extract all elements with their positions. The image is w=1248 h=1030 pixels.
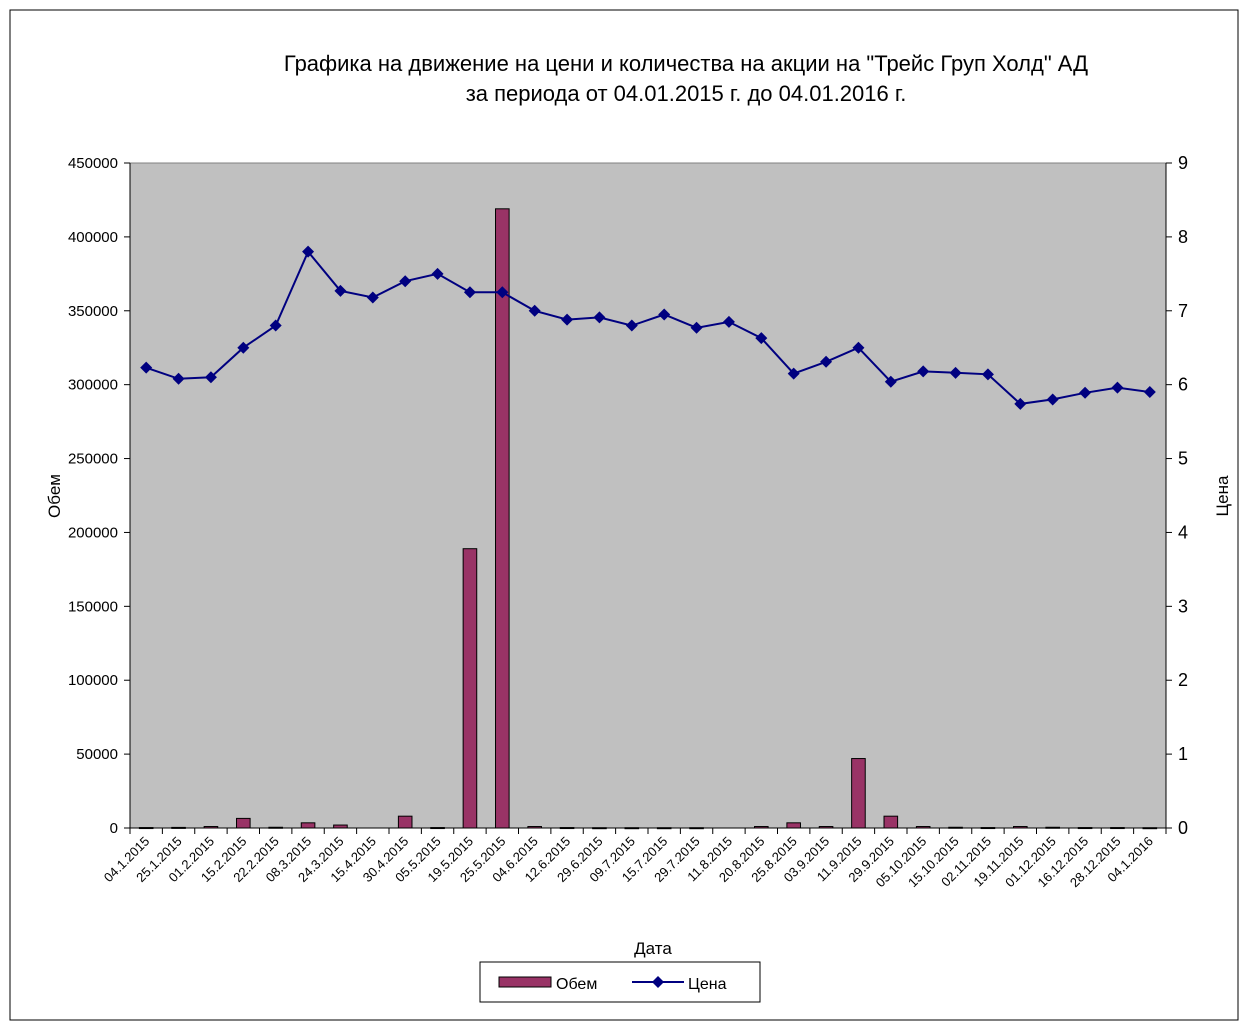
y-tick-label-right: 1: [1178, 744, 1188, 764]
price-point: [949, 366, 962, 379]
volume-bar: [300, 822, 316, 829]
y-tick-label-right: 4: [1178, 522, 1188, 542]
volume-bar: [851, 758, 866, 829]
y-tick-label-right: 5: [1178, 449, 1188, 469]
price-point: [1079, 386, 1092, 399]
price-point: [755, 332, 768, 345]
price-point: [884, 375, 897, 388]
legend-label-volume: Обем: [556, 976, 597, 993]
price-point: [561, 313, 574, 326]
price-point: [852, 341, 865, 354]
right-axis: 0 1 2 3 4 5 6 7 8 9: [1165, 153, 1188, 838]
y-tick-label-left: 450000: [68, 155, 118, 172]
y-tick-label-left: 100000: [68, 672, 118, 689]
y-tick-label-left: 150000: [68, 598, 118, 615]
price-point: [1143, 386, 1156, 399]
price-point: [204, 371, 217, 384]
price-point: [1046, 393, 1059, 406]
plot-area: [129, 162, 1167, 829]
volume-bar: [397, 815, 413, 829]
price-point: [690, 321, 703, 334]
x-axis-title: Дата: [634, 939, 672, 958]
y-axis-left-title: Обем: [45, 474, 64, 518]
legend-label-price: Цена: [688, 976, 727, 993]
price-point: [140, 361, 153, 374]
price-point: [820, 355, 833, 368]
y-axis-right-title: Цена: [1213, 475, 1232, 516]
y-tick-label-left: 400000: [68, 229, 118, 246]
volume-bar: [236, 817, 251, 829]
price-point: [399, 275, 412, 288]
y-tick-label-right: 9: [1178, 153, 1188, 173]
volume-bar: [495, 208, 510, 829]
y-tick-label-left: 350000: [68, 303, 118, 320]
chart-title-line2: за периода от 04.01.2015 г. до 04.01.201…: [466, 81, 907, 106]
price-point: [366, 291, 379, 304]
price-point: [593, 311, 606, 324]
y-tick-label-left: 200000: [68, 524, 118, 541]
price-point: [269, 319, 282, 332]
left-axis: 0 50000 100000 150000 200000 250000 300000 3500…: [68, 155, 131, 837]
volume-bar: [786, 822, 801, 829]
y-tick-label-right: 8: [1178, 227, 1188, 247]
y-tick-label-left: 0: [110, 820, 118, 837]
price-line: [140, 245, 1156, 410]
legend: Обем Цена: [479, 961, 761, 1003]
price-point: [463, 286, 476, 299]
y-tick-label-left: 250000: [68, 451, 118, 468]
price-point: [1014, 397, 1027, 410]
y-tick-label-right: 7: [1178, 301, 1188, 321]
price-point: [1111, 381, 1124, 394]
chart-title-line1: Графика на движение на цени и количества…: [284, 51, 1088, 76]
y-tick-label-right: 0: [1178, 818, 1188, 838]
legend-swatch-volume: [498, 976, 552, 988]
legend-marker-price: [652, 976, 664, 988]
volume-bar: [883, 815, 899, 829]
price-point: [528, 304, 541, 317]
price-point: [496, 286, 509, 299]
price-point: [237, 341, 250, 354]
price-point: [334, 284, 347, 297]
y-tick-label-left: 50000: [76, 746, 118, 763]
price-point: [302, 245, 315, 258]
price-point: [172, 372, 185, 385]
price-point: [431, 267, 444, 280]
y-tick-label-right: 2: [1178, 670, 1188, 690]
price-point: [722, 315, 735, 328]
y-tick-label-right: 6: [1178, 375, 1188, 395]
price-point: [981, 368, 994, 381]
price-point: [917, 365, 930, 378]
price-point: [625, 319, 638, 332]
price-point: [658, 308, 671, 321]
volume-bar: [462, 548, 478, 829]
y-tick-label-left: 300000: [68, 377, 118, 394]
y-tick-label-right: 3: [1178, 596, 1188, 616]
price-point: [787, 367, 800, 380]
